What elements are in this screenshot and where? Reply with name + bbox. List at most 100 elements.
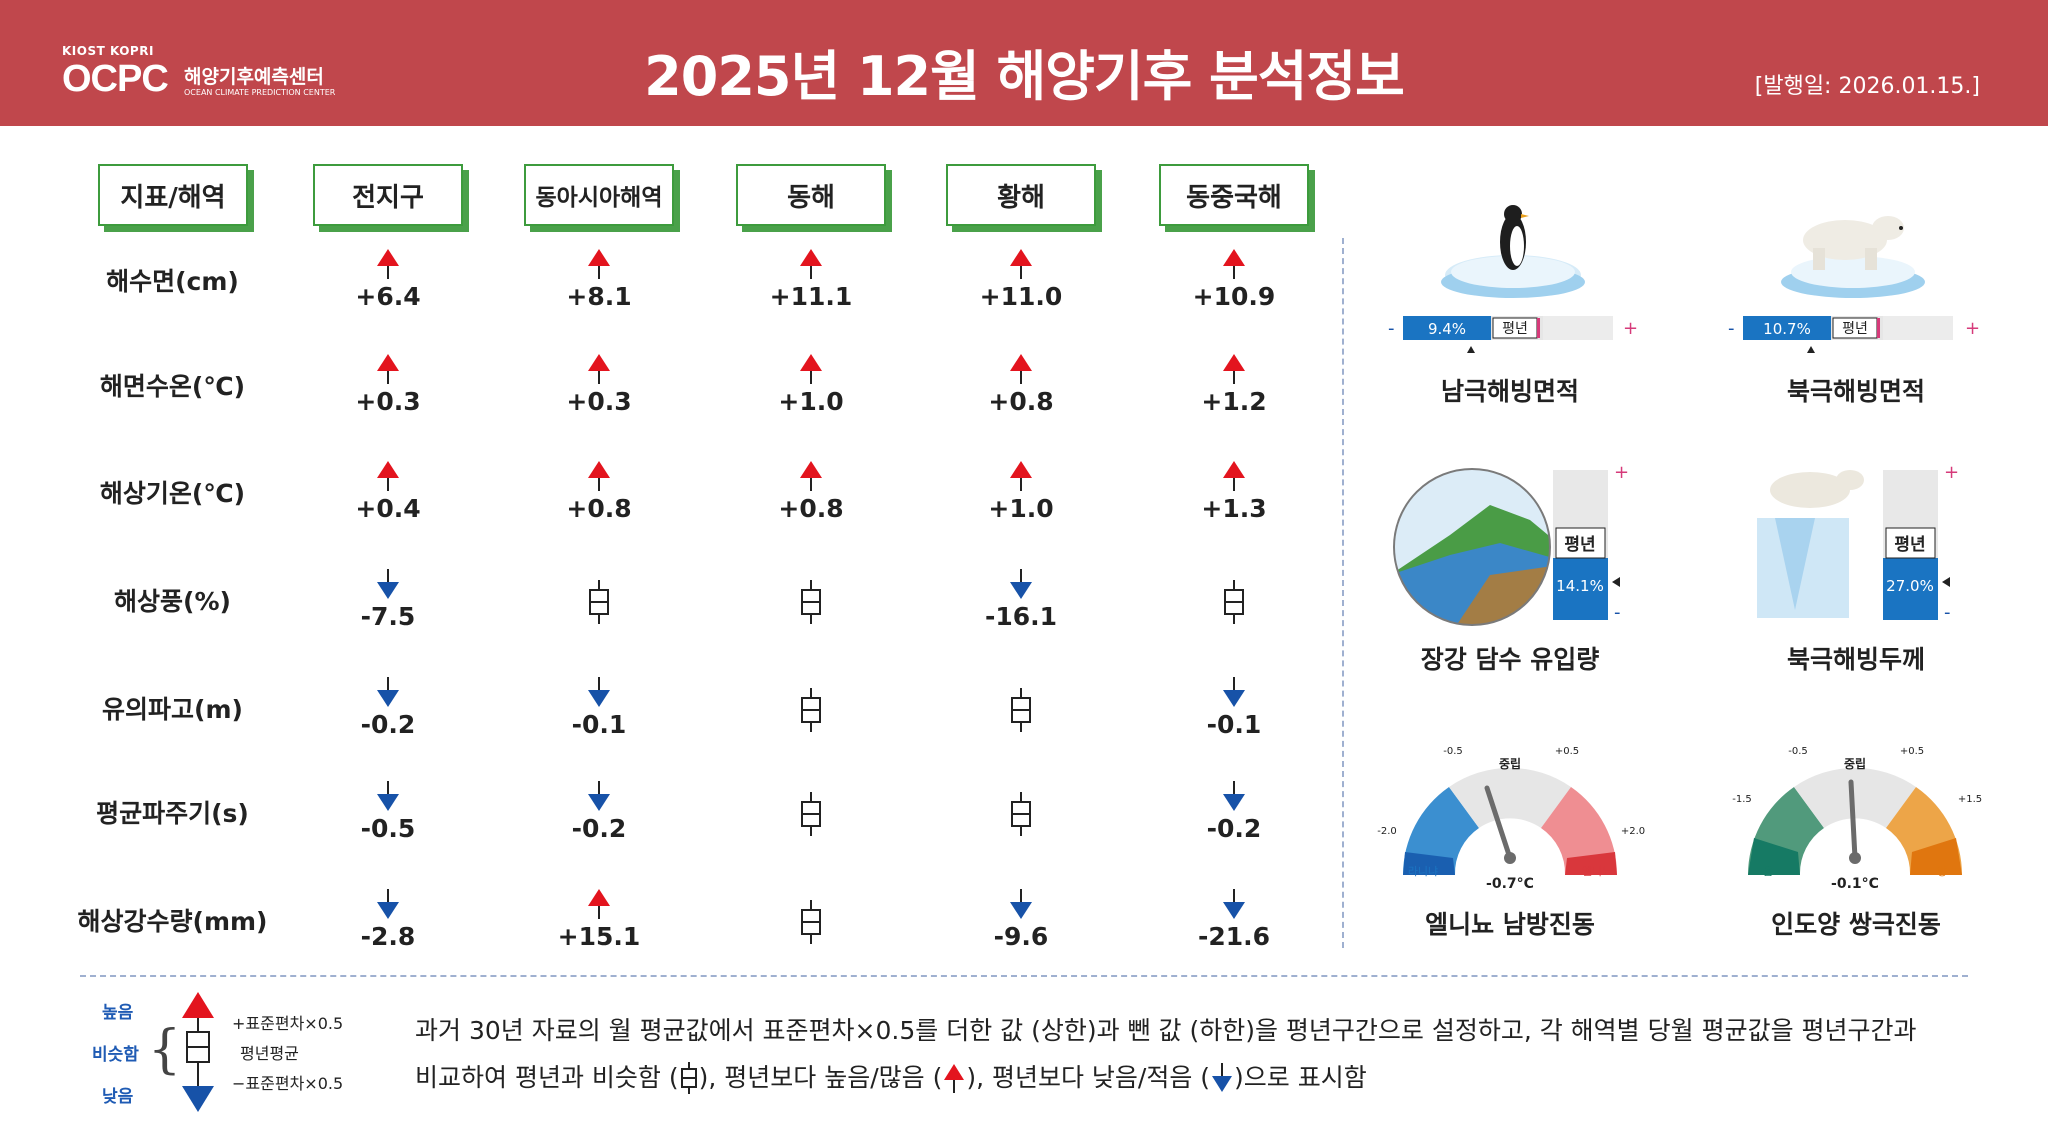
cell-value: -0.2 [571,814,627,843]
table-cell: +8.1 [519,240,679,320]
table-cell: -9.6 [941,880,1101,960]
table-cell [941,772,1101,852]
normal-icon [680,1062,697,1094]
table-cell: +0.3 [519,345,679,425]
cell-value: -0.1 [571,710,627,739]
horizontal-divider [80,975,1968,977]
table-cell: -16.1 [941,560,1101,640]
legend-up-arrow-icon [182,992,214,1018]
up-arrow-icon [1010,249,1032,279]
polar-bear-iceberg-icon [1757,470,1864,618]
legend-similar: 비슷함 [92,1045,139,1065]
note-line-2-d: )으로 표시함 [1234,1063,1367,1092]
gauge-segment-lanina [1403,787,1479,875]
cell-value: +1.2 [1201,387,1267,416]
table-cell: +11.1 [731,240,891,320]
marker-triangle [1942,577,1950,587]
bar-fill [1553,558,1608,620]
arctic-thickness-label: 북극해빙두께 [1786,645,1925,674]
gauge-tick-r2: +0.5 [1555,746,1579,757]
up-arrow-icon [1223,354,1245,384]
bar-value: 27.0% [1886,577,1934,595]
arctic-thickness-bar: + 평년 27.0% - [1883,462,1959,623]
table-cell: +0.4 [308,452,468,532]
marker-triangle [1807,346,1815,353]
gauge-tick-r1: +1.5 [1958,794,1982,805]
up-arrow-icon [944,1064,965,1093]
header-indicator-region: 지표/해역 [98,164,248,226]
bar-track-right [1883,316,1953,340]
ice-floe-top [1451,256,1575,288]
arctic-ice-label: 북극해빙면적 [1786,377,1925,406]
table-cell: +11.0 [941,240,1101,320]
iod-label: 인도양 쌍극진동 [1771,910,1941,939]
gauge-tick-l2: -0.5 [1788,746,1808,757]
bar-plus-sign: + [1944,462,1959,483]
table-cell: -2.8 [308,880,468,960]
table-cell: +1.2 [1154,345,1314,425]
vertical-divider [1342,238,1344,948]
table-cell: -7.5 [308,560,468,640]
cell-value: +0.4 [355,494,421,523]
gauge-segment-strong-lanina [1403,852,1455,875]
up-arrow-icon [377,461,399,491]
table-cell: +0.3 [308,345,468,425]
cell-value: +1.0 [988,494,1054,523]
normal-edge [1877,318,1880,338]
ice-floe-top [1791,256,1915,288]
down-arrow-icon [377,889,399,919]
gauge-left-label: 음 [1763,865,1773,878]
bar-value: 14.1% [1556,577,1604,595]
normal-range-icon [1224,580,1244,624]
normal-label: 평년 [1564,535,1595,555]
gauge-tick-l1: -2.0 [1377,826,1397,837]
down-arrow-icon [1223,677,1245,707]
page-title: 2025년 12월 해양기후 분석정보 [644,45,1405,108]
gauge-tick-l1: -1.5 [1732,794,1752,805]
bear-body [1770,472,1850,508]
down-arrow-icon [1212,1063,1233,1092]
normal-label: 평년 [1842,321,1868,337]
bear-nose [1899,226,1903,230]
down-arrow-icon [1223,781,1245,811]
logo-korean-name: 해양기후예측센터 [184,66,324,88]
cell-value: +0.3 [355,387,421,416]
normal-range-icon [801,792,821,836]
table-cell [731,560,891,640]
up-arrow-icon [1010,461,1032,491]
normal-range-icon [1011,792,1031,836]
polar-bear-icon [1781,216,1925,298]
cell-value: -9.6 [993,922,1049,951]
note-line-2-b: ), 평년보다 높음/많음 ( [698,1063,943,1092]
table-cell [731,772,891,852]
down-arrow-icon [588,781,610,811]
note-line-1: 과거 30년 자료의 월 평균값에서 표준편차×0.5를 더한 값 (상한)과 … [415,1016,1917,1045]
up-arrow-icon [377,354,399,384]
table-cell: -0.1 [1154,668,1314,748]
normal-range-icon [801,580,821,624]
up-arrow-icon [1223,249,1245,279]
arctic-ice-bar: - 10.7% 평년 + [1728,316,1980,353]
penguin-head [1504,205,1522,223]
river-landscape-icon [1393,468,1551,626]
table-cell: +1.0 [941,452,1101,532]
table-cell [731,880,891,960]
table-cell: +0.8 [519,452,679,532]
up-arrow-icon [377,249,399,279]
row-label: 해수면(cm) [106,267,239,296]
table-cell: +0.8 [941,345,1101,425]
cell-value: -0.2 [360,710,416,739]
legend-down-arrow-icon [182,1086,214,1112]
yangtze-discharge-label: 장강 담수 유입량 [1420,645,1600,674]
iod-gauge: 중립 -0.5 +0.5 -1.5 +1.5 음 양 -0.1°C [1732,746,1982,892]
gauge-segment-neutral [1794,767,1916,828]
down-arrow-icon [377,677,399,707]
bear-leg [1813,248,1825,270]
bar-fill [1403,316,1491,340]
normal-label: 평년 [1894,535,1925,555]
table-cell [941,668,1101,748]
marker-triangle [1612,577,1620,587]
normal-range-icon [589,580,609,624]
gauge-tick-l2: -0.5 [1443,746,1463,757]
table-cell: -21.6 [1154,880,1314,960]
